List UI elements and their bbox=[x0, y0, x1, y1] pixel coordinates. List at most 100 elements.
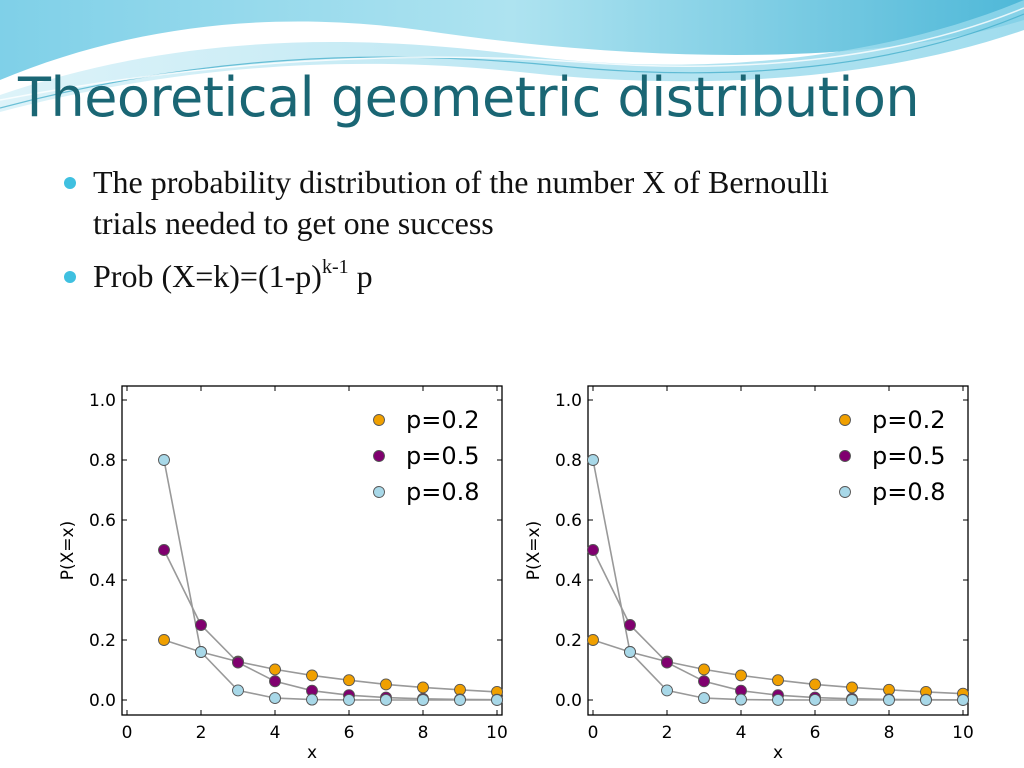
data-point bbox=[735, 693, 747, 706]
x-tick-label: 6 bbox=[344, 723, 355, 743]
y-tick-label: 0.2 bbox=[555, 631, 582, 651]
data-point bbox=[269, 675, 281, 688]
formula-exponent: k-1 bbox=[321, 256, 349, 278]
x-tick-label: 8 bbox=[418, 723, 429, 743]
x-tick-label: 0 bbox=[122, 723, 133, 743]
series-line-p=0.5 bbox=[163, 549, 498, 701]
legend-marker bbox=[373, 414, 385, 426]
data-point bbox=[158, 544, 170, 556]
y-tick-label: 1.0 bbox=[555, 391, 582, 411]
legend-marker bbox=[839, 450, 851, 462]
legend-marker bbox=[373, 486, 385, 498]
data-point bbox=[587, 544, 599, 556]
data-point bbox=[232, 656, 244, 669]
y-tick-label: 0.6 bbox=[555, 511, 582, 531]
data-point bbox=[269, 692, 281, 705]
data-point bbox=[661, 656, 673, 669]
data-point bbox=[587, 634, 599, 646]
data-point bbox=[661, 684, 673, 697]
data-point bbox=[269, 663, 281, 676]
legend-label: p=0.2 bbox=[406, 406, 480, 434]
bullet-item: Prob (X=k)=(1-p)k-1 p bbox=[62, 256, 882, 297]
chart-svg: 0.0 0.2 0.4 0.6 0.8 1.0 0 2 4 6 8 10 x P(X=x) p=0.2 p=0… bbox=[524, 385, 974, 763]
slide-title: Theoretical geometric distribution bbox=[18, 66, 920, 129]
y-tick-label: 0.6 bbox=[89, 511, 116, 531]
data-point bbox=[343, 674, 355, 687]
x-tick-label: 8 bbox=[884, 723, 895, 743]
x-tick-label: 10 bbox=[486, 723, 508, 743]
bullet-dot-icon bbox=[64, 271, 76, 283]
data-point bbox=[809, 694, 821, 706]
data-point bbox=[195, 646, 207, 658]
data-point bbox=[809, 678, 821, 691]
geometric-chart-right: 0.0 0.2 0.4 0.6 0.8 1.0 0 2 4 6 8 10 x P(X=x) p=0.2 p=0… bbox=[518, 378, 978, 763]
data-point bbox=[195, 619, 207, 631]
data-point bbox=[920, 694, 932, 706]
x-tick-label: 10 bbox=[952, 723, 974, 743]
legend-marker bbox=[373, 450, 385, 462]
data-point bbox=[380, 678, 392, 691]
data-point bbox=[957, 694, 969, 706]
data-point bbox=[417, 681, 429, 694]
formula-tail: p bbox=[348, 258, 373, 294]
data-point bbox=[417, 694, 429, 706]
bullet-dot-icon bbox=[64, 177, 76, 189]
data-point bbox=[491, 694, 503, 706]
plot-frame bbox=[587, 385, 969, 716]
bullet-text: The probability distribution of the numb… bbox=[93, 164, 829, 241]
legend-marker bbox=[839, 414, 851, 426]
data-point bbox=[306, 693, 318, 706]
x-tick-label: 4 bbox=[270, 723, 281, 743]
data-point bbox=[698, 692, 710, 705]
x-axis-label: x bbox=[307, 743, 317, 763]
data-point bbox=[846, 694, 858, 706]
plot-frame bbox=[121, 385, 503, 716]
y-tick-label: 0.4 bbox=[89, 571, 116, 591]
data-point bbox=[772, 693, 784, 706]
data-point bbox=[698, 663, 710, 676]
data-point bbox=[735, 669, 747, 682]
y-tick-label: 0.8 bbox=[555, 451, 582, 471]
data-point bbox=[306, 669, 318, 682]
y-tick-label: 1.0 bbox=[89, 391, 116, 411]
bullet-list: The probability distribution of the numb… bbox=[62, 162, 882, 309]
x-tick-label: 2 bbox=[662, 723, 673, 743]
chart-svg: 0.0 0.2 0.4 0.6 0.8 1.0 0 2 4 6 8 10 x P(X=x) p=0.2 p=0… bbox=[58, 385, 508, 763]
data-point bbox=[698, 675, 710, 688]
legend-label: p=0.2 bbox=[872, 406, 946, 434]
geometric-chart-left: 0.0 0.2 0.4 0.6 0.8 1.0 0 2 4 6 8 10 x P(X=x) p=0.2 p=0… bbox=[52, 378, 512, 763]
legend-label: p=0.5 bbox=[406, 442, 480, 470]
y-tick-label: 0.2 bbox=[89, 631, 116, 651]
data-point bbox=[772, 674, 784, 687]
y-tick-label: 0.8 bbox=[89, 451, 116, 471]
y-axis-label: P(X=x) bbox=[524, 521, 544, 580]
series-line-p=0.2 bbox=[163, 639, 498, 693]
y-tick-label: 0.4 bbox=[555, 571, 582, 591]
series-line-p=0.8 bbox=[163, 459, 497, 701]
x-tick-label: 0 bbox=[588, 723, 599, 743]
data-point bbox=[624, 619, 636, 631]
data-point bbox=[158, 454, 170, 466]
x-tick-label: 2 bbox=[196, 723, 207, 743]
legend-label: p=0.8 bbox=[406, 478, 480, 506]
data-point bbox=[883, 694, 895, 706]
x-tick-label: 6 bbox=[810, 723, 821, 743]
bullet-item: The probability distribution of the numb… bbox=[62, 162, 882, 244]
y-tick-label: 0.0 bbox=[555, 691, 582, 711]
x-axis-label: x bbox=[773, 743, 783, 763]
x-tick-label: 4 bbox=[736, 723, 747, 743]
data-point bbox=[343, 693, 355, 706]
data-point bbox=[846, 681, 858, 694]
header-wave-decoration bbox=[0, 0, 1024, 112]
legend-label: p=0.5 bbox=[872, 442, 946, 470]
formula-base: Prob (X=k)=(1-p) bbox=[93, 258, 322, 294]
data-point bbox=[380, 694, 392, 706]
data-point bbox=[232, 684, 244, 697]
data-point bbox=[158, 634, 170, 646]
legend-label: p=0.8 bbox=[872, 478, 946, 506]
data-point bbox=[624, 646, 636, 658]
legend-marker bbox=[839, 486, 851, 498]
y-tick-label: 0.0 bbox=[89, 691, 116, 711]
y-axis-label: P(X=x) bbox=[58, 521, 78, 580]
data-point bbox=[587, 454, 599, 466]
